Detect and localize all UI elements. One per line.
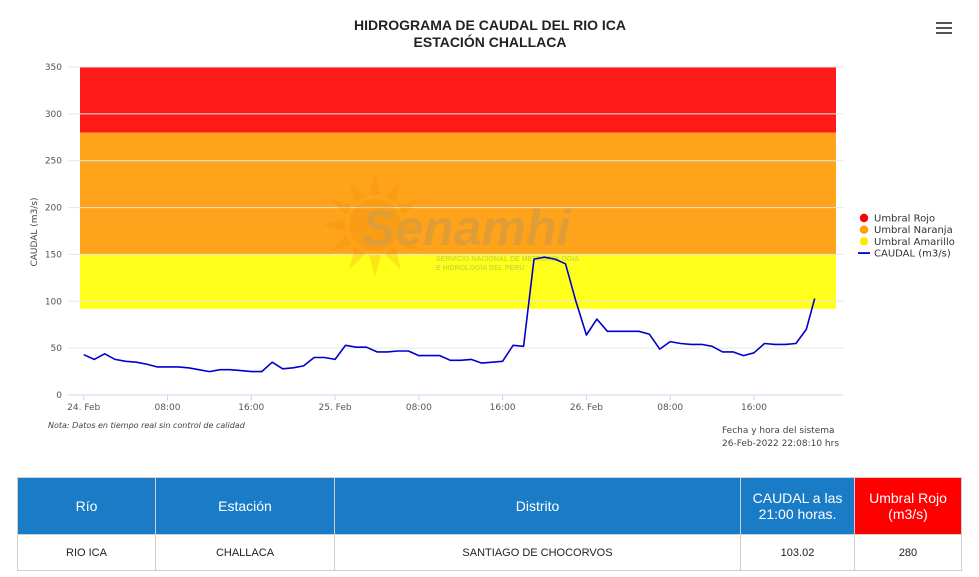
legend-label-2[interactable]: Umbral Amarillo: [874, 237, 955, 248]
threshold-band-1: [80, 132, 836, 255]
watermark-line1: SERVICIO NACIONAL DE METEOROLOGÍA: [436, 254, 579, 263]
cell-distrito: SANTIAGO DE CHOCORVOS: [334, 534, 741, 571]
legend-series-label-0[interactable]: CAUDAL (m3/s): [874, 249, 951, 260]
cell-umbral-rojo: 280: [854, 534, 962, 571]
y-tick-label-4: 200: [45, 204, 62, 214]
x-tick-label-7: 08:00: [657, 403, 683, 413]
station-info-table: Río Estación Distrito CAUDAL a las 21:00…: [17, 477, 962, 571]
y-tick-label-6: 300: [45, 110, 62, 120]
x-tick-label-3: 25. Feb: [319, 403, 352, 413]
hydrograph-chart: HIDROGRAMA DE CAUDAL DEL RIO ICA ESTACIÓ…: [30, 17, 955, 449]
chart-title: HIDROGRAMA DE CAUDAL DEL RIO ICA: [354, 17, 626, 33]
header-rio: Río: [17, 477, 156, 535]
x-tick-label-0: 24. Feb: [67, 403, 100, 413]
y-tick-label-0: 0: [56, 391, 62, 401]
x-tick-label-5: 16:00: [490, 403, 516, 413]
axes: 0 50 100 150 200 250 300 350 24. Feb 08:00 16:00 25…: [45, 63, 843, 413]
cell-estacion: CHALLACA: [155, 534, 335, 571]
sun-logo-icon: [323, 173, 427, 277]
hamburger-menu-icon[interactable]: [936, 22, 952, 36]
table-row: RIO ICA CHALLACA SANTIAGO DE CHOCORVOS 1…: [17, 534, 962, 571]
header-distrito: Distrito: [334, 477, 741, 535]
y-tick-label-7: 350: [45, 63, 62, 73]
system-time-value: 26-Feb-2022 22:08:10 hrs: [722, 439, 839, 449]
x-tick-label-1: 08:00: [155, 403, 181, 413]
cell-caudal: 103.02: [740, 534, 855, 571]
legend-marker-2: [859, 237, 869, 246]
legend-marker-0: [859, 213, 869, 223]
threshold-band-0: [80, 67, 836, 133]
x-tick-label-4: 08:00: [406, 403, 432, 413]
data-quality-note: Nota: Datos en tiempo real sin control d…: [48, 421, 246, 430]
table-header-row: Río Estación Distrito CAUDAL a las 21:00…: [17, 477, 962, 535]
watermark-line2: E HIDROLOGÍA DEL PERÚ: [436, 263, 524, 272]
grid-lines: [68, 66, 843, 349]
header-caudal: CAUDAL a las 21:00 horas.: [740, 477, 855, 535]
header-umbral-rojo: Umbral Rojo (m3/s): [854, 477, 962, 535]
y-tick-label-3: 150: [45, 250, 62, 260]
threshold-bands: [80, 67, 836, 309]
y-tick-label-2: 100: [45, 297, 62, 307]
legend-marker-1: [859, 225, 869, 234]
threshold-band-2: [80, 254, 836, 309]
chart-subtitle: ESTACIÓN CHALLACA: [414, 33, 567, 50]
header-estacion: Estación: [155, 477, 335, 535]
x-tick-label-2: 16:00: [238, 403, 264, 413]
series-line-0: [83, 256, 816, 373]
watermark-brand: Senamhi: [362, 200, 572, 256]
legend-label-0[interactable]: Umbral Rojo: [874, 214, 935, 225]
legend-label-1[interactable]: Umbral Naranja: [874, 225, 953, 236]
x-tick-label-6: 26. Feb: [570, 403, 603, 413]
system-time-label: Fecha y hora del sistema: [722, 426, 835, 436]
series-layer: [83, 256, 816, 373]
cell-rio: RIO ICA: [17, 534, 156, 571]
senamhi-watermark: Senamhi SERVICIO NACIONAL DE METEOROLOGÍ…: [323, 173, 579, 277]
x-tick-label-8: 16:00: [741, 403, 767, 413]
y-tick-label-1: 50: [51, 344, 63, 354]
y-tick-label-5: 250: [45, 157, 62, 167]
y-axis-title: CAUDAL (m3/s): [30, 197, 40, 266]
